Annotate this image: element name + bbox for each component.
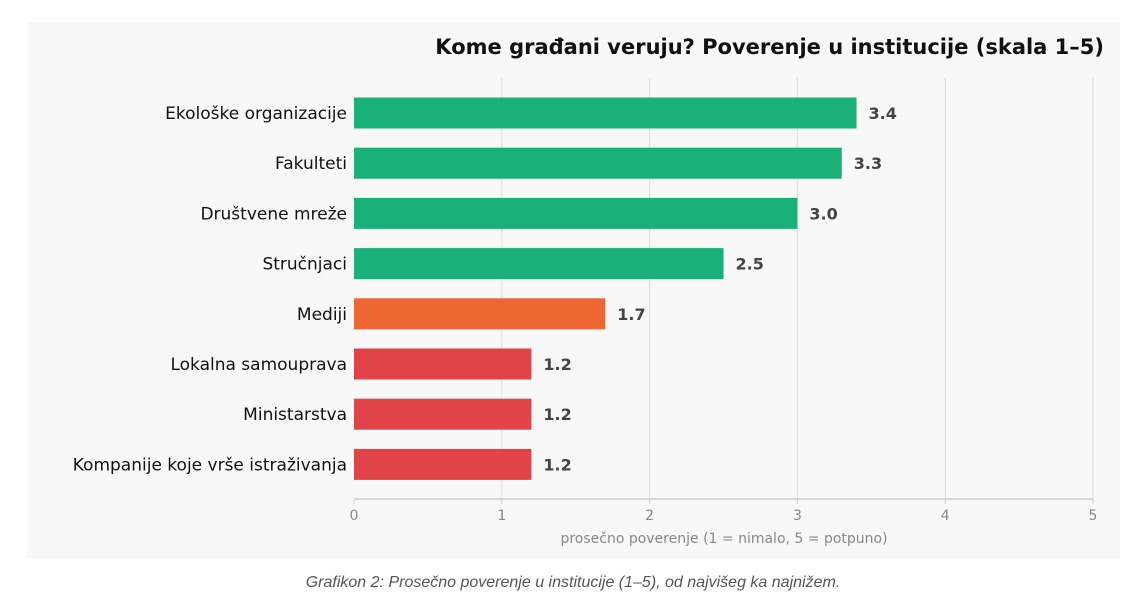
x-tick-label: 4 [941, 508, 950, 524]
chart-title: Kome građani veruju? Poverenje u institu… [435, 35, 1104, 59]
bar [354, 248, 724, 280]
category-label: Stručnjaci [262, 255, 347, 275]
value-label: 1.7 [617, 305, 645, 324]
bar [354, 147, 842, 179]
category-label: Ekološke organizacije [165, 104, 347, 124]
bar [354, 97, 857, 129]
category-label: Mediji [297, 305, 347, 325]
x-tick-label: 2 [645, 508, 654, 524]
x-tick-label: 5 [1089, 508, 1098, 524]
x-tick-label: 0 [350, 508, 359, 524]
value-label: 1.2 [543, 355, 571, 374]
x-axis-label: prosečno poverenje (1 = nimalo, 5 = potp… [560, 531, 887, 547]
x-axis: 0 1 2 3 4 5 [350, 498, 1098, 524]
value-label: 3.4 [869, 104, 897, 123]
x-tick-label: 3 [793, 508, 802, 524]
bar [354, 197, 798, 229]
value-label: 3.0 [809, 204, 837, 223]
category-label: Ministarstva [243, 405, 347, 425]
value-label: 3.3 [854, 154, 882, 173]
category-label: Fakulteti [275, 154, 347, 174]
value-label: 1.2 [543, 455, 571, 474]
bar [354, 298, 606, 330]
figure-caption: Grafikon 2: Prosečno poverenje u institu… [305, 574, 841, 591]
bar-chart: Kome građani veruju? Poverenje u institu… [73, 35, 1104, 547]
bar [354, 348, 532, 380]
grid-lines [501, 78, 1094, 499]
value-label: 1.2 [543, 405, 571, 424]
chart-panel: Kome građani veruju? Poverenje u institu… [27, 22, 1120, 559]
bar [354, 398, 532, 430]
category-label: Kompanije koje vrše istraživanja [73, 455, 347, 475]
category-label: Lokalna samouprava [170, 355, 347, 375]
bar [354, 448, 532, 480]
category-label: Društvene mreže [200, 204, 347, 224]
bars: Ekološke organizacije 3.4 Fakulteti 3.3 Druš… [73, 97, 897, 480]
value-label: 2.5 [736, 255, 764, 274]
x-tick-label: 1 [497, 508, 506, 524]
